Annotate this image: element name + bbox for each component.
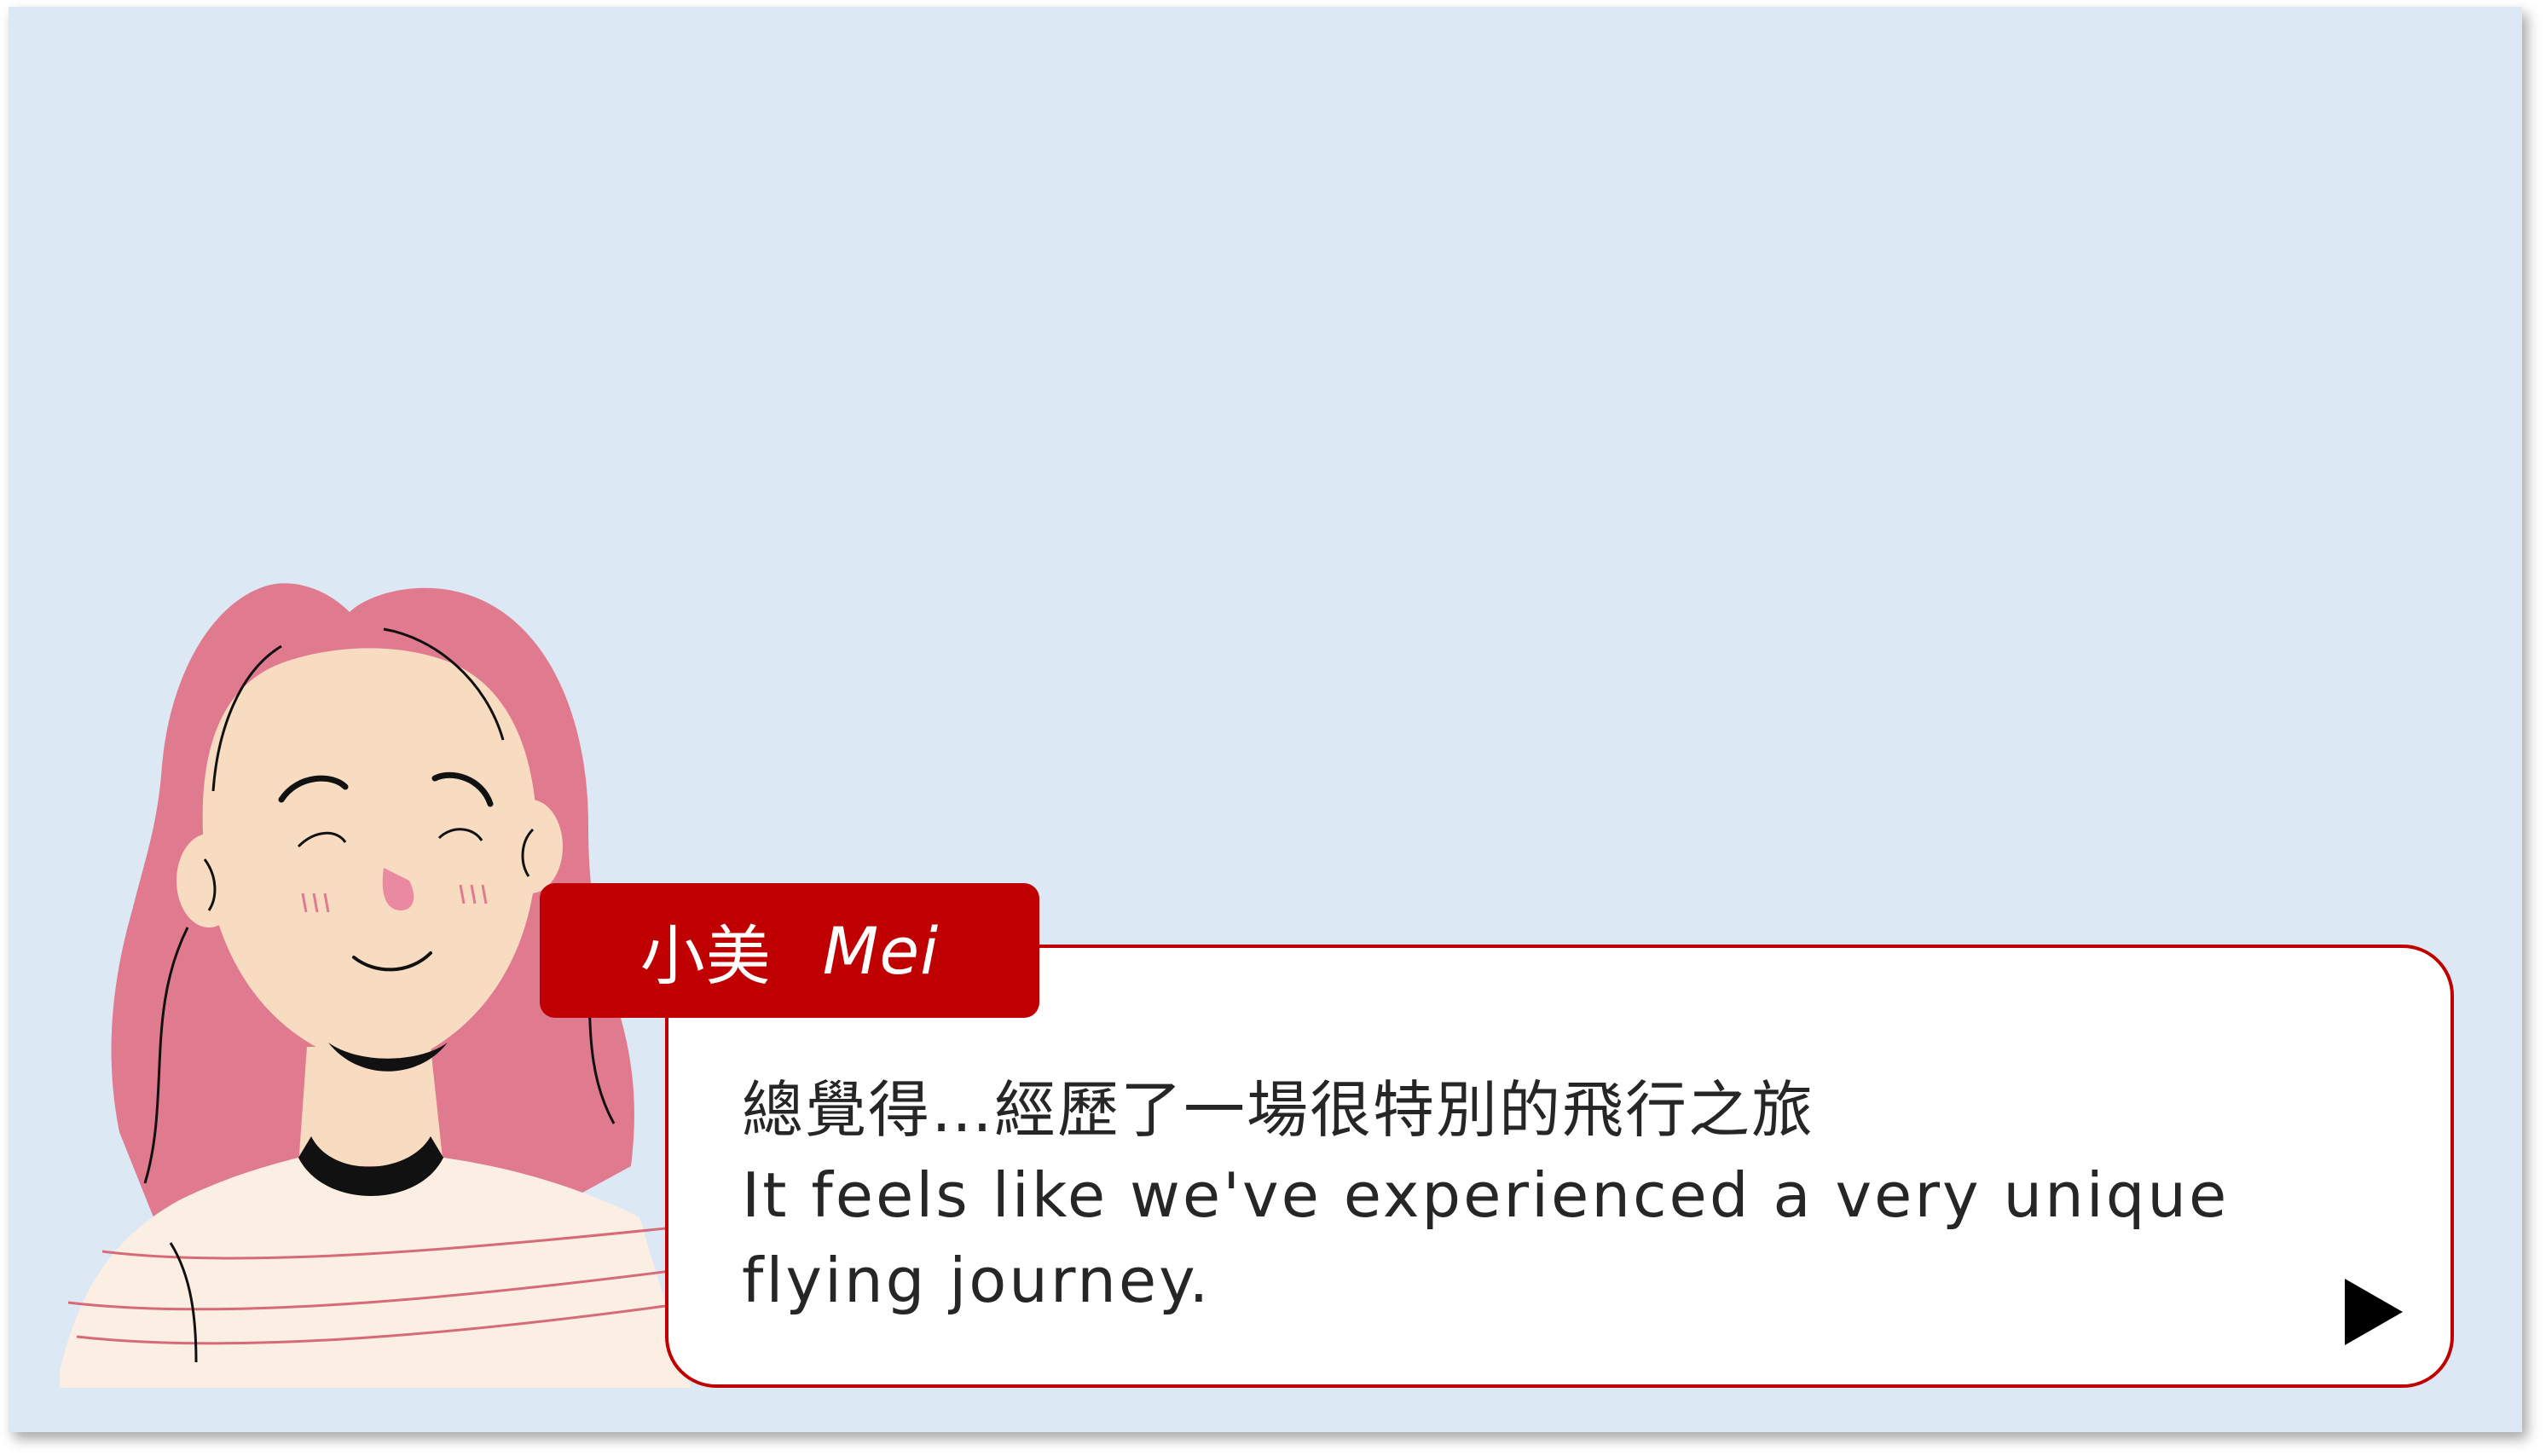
dialogue-text: 總覺得…經歷了一場很特別的飛行之旅 It feels like we've ex… <box>742 1067 2362 1323</box>
speaker-name-zh: 小美 <box>639 918 772 994</box>
scene-canvas: 總覺得…經歷了一場很特別的飛行之旅 It feels like we've ex… <box>9 7 2522 1432</box>
neck <box>298 1047 443 1166</box>
shirt <box>60 1158 691 1388</box>
face <box>202 648 537 1064</box>
play-triangle-icon[interactable] <box>2345 1279 2403 1345</box>
speaker-name-en: Mei <box>822 912 940 989</box>
character-portrait <box>60 583 691 1388</box>
dialogue-box[interactable]: 總覺得…經歷了一場很特別的飛行之旅 It feels like we've ex… <box>665 945 2454 1388</box>
dialogue-line-zh: 總覺得…經歷了一場很特別的飛行之旅 <box>742 1074 1815 1146</box>
dialogue-line-en: It feels like we've experienced a very u… <box>742 1159 2230 1316</box>
speaker-name-tag: 小美 Mei <box>540 883 1039 1018</box>
